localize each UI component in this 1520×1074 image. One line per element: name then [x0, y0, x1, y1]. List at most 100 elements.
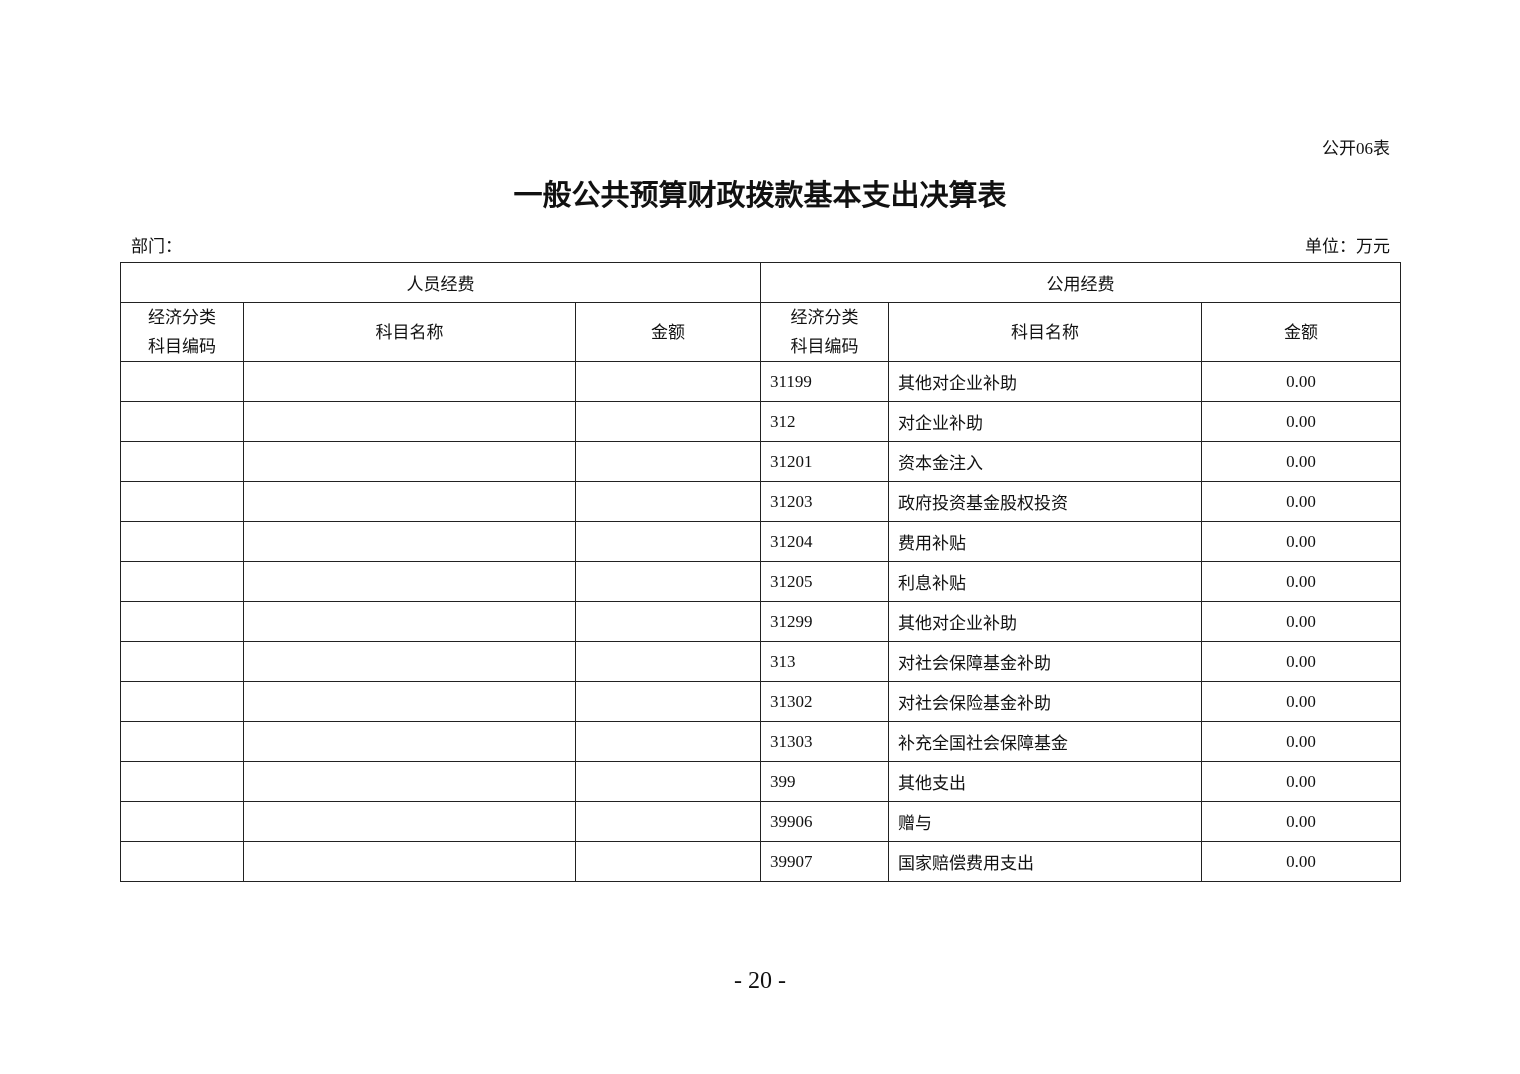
personnel-name-cell: [243, 401, 576, 442]
personnel-code-cell: [120, 561, 244, 602]
code-cell: 31199: [760, 361, 889, 402]
table-row: 31203 政府投资基金股权投资 0.00: [120, 481, 1401, 522]
name-cell: 补充全国社会保障基金: [888, 721, 1202, 762]
personnel-amount-cell: [575, 361, 761, 402]
personnel-amount-cell: [575, 481, 761, 522]
table-row: 31303 补充全国社会保障基金 0.00: [120, 721, 1401, 762]
personnel-name-cell: [243, 561, 576, 602]
personnel-name-cell: [243, 601, 576, 642]
table-row: 31201 资本金注入 0.00: [120, 441, 1401, 482]
page-number: - 20 -: [734, 968, 786, 994]
code-header: 经济分类 科目编码: [120, 302, 244, 362]
personnel-name-cell: [243, 521, 576, 562]
name-header: 科目名称: [888, 302, 1202, 362]
amount-cell: 0.00: [1201, 601, 1401, 642]
table-row: 312 对企业补助 0.00: [120, 401, 1401, 442]
personnel-amount-cell: [575, 441, 761, 482]
personnel-code-cell: [120, 841, 244, 882]
amount-cell: 0.00: [1201, 521, 1401, 562]
name-header: 科目名称: [243, 302, 576, 362]
name-cell: 资本金注入: [888, 441, 1202, 482]
personnel-code-cell: [120, 441, 244, 482]
name-cell: 政府投资基金股权投资: [888, 481, 1202, 522]
table-row: 39907 国家赔偿费用支出 0.00: [120, 841, 1401, 882]
personnel-code-cell: [120, 401, 244, 442]
personnel-amount-cell: [575, 681, 761, 722]
amount-cell: 0.00: [1201, 641, 1401, 682]
name-cell: 国家赔偿费用支出: [888, 841, 1202, 882]
code-cell: 312: [760, 401, 889, 442]
personnel-name-cell: [243, 841, 576, 882]
name-cell: 利息补贴: [888, 561, 1202, 602]
personnel-name-cell: [243, 801, 576, 842]
name-cell: 赠与: [888, 801, 1202, 842]
personnel-code-cell: [120, 601, 244, 642]
personnel-amount-cell: [575, 521, 761, 562]
amount-cell: 0.00: [1201, 681, 1401, 722]
personnel-name-cell: [243, 761, 576, 802]
personnel-expense-header: 人员经费: [120, 262, 761, 303]
table-row: 313 对社会保障基金补助 0.00: [120, 641, 1401, 682]
personnel-name-cell: [243, 721, 576, 762]
code-cell: 39906: [760, 801, 889, 842]
name-cell: 其他对企业补助: [888, 601, 1202, 642]
amount-cell: 0.00: [1201, 841, 1401, 882]
amount-cell: 0.00: [1201, 441, 1401, 482]
amount-cell: 0.00: [1201, 401, 1401, 442]
code-cell: 39907: [760, 841, 889, 882]
expenditure-table: 人员经费 公用经费 经济分类 科目编码 科目名称 金额 经济分类 科目编码 科目名称…: [120, 262, 1401, 882]
table-row: 31299 其他对企业补助 0.00: [120, 601, 1401, 642]
personnel-amount-cell: [575, 761, 761, 802]
personnel-name-cell: [243, 641, 576, 682]
code-cell: 31303: [760, 721, 889, 762]
code-cell: 31203: [760, 481, 889, 522]
amount-cell: 0.00: [1201, 361, 1401, 402]
personnel-amount-cell: [575, 561, 761, 602]
column-header-row: 经济分类 科目编码 科目名称 金额 经济分类 科目编码 科目名称 金额: [120, 302, 1401, 362]
code-cell: 313: [760, 641, 889, 682]
table-row: 31199 其他对企业补助 0.00: [120, 361, 1401, 402]
personnel-name-cell: [243, 361, 576, 402]
amount-cell: 0.00: [1201, 801, 1401, 842]
personnel-amount-cell: [575, 401, 761, 442]
amount-cell: 0.00: [1201, 561, 1401, 602]
code-cell: 31201: [760, 441, 889, 482]
personnel-amount-cell: [575, 801, 761, 842]
personnel-amount-cell: [575, 841, 761, 882]
personnel-name-cell: [243, 441, 576, 482]
amount-cell: 0.00: [1201, 721, 1401, 762]
name-cell: 对社会保障基金补助: [888, 641, 1202, 682]
page-title: 一般公共预算财政拨款基本支出决算表: [513, 180, 1007, 212]
group-header-row: 人员经费 公用经费: [120, 262, 1401, 303]
name-cell: 费用补贴: [888, 521, 1202, 562]
table-row: 399 其他支出 0.00: [120, 761, 1401, 802]
personnel-code-cell: [120, 681, 244, 722]
public-expense-header: 公用经费: [760, 262, 1401, 303]
amount-header: 金额: [1201, 302, 1401, 362]
department-label: 部门：: [131, 237, 182, 256]
amount-header: 金额: [575, 302, 761, 362]
personnel-amount-cell: [575, 641, 761, 682]
personnel-amount-cell: [575, 721, 761, 762]
table-row: 31302 对社会保险基金补助 0.00: [120, 681, 1401, 722]
personnel-name-cell: [243, 681, 576, 722]
table-row: 31204 费用补贴 0.00: [120, 521, 1401, 562]
code-cell: 31205: [760, 561, 889, 602]
name-cell: 其他支出: [888, 761, 1202, 802]
personnel-code-cell: [120, 361, 244, 402]
personnel-code-cell: [120, 801, 244, 842]
code-cell: 31204: [760, 521, 889, 562]
table-number: 公开06表: [1322, 139, 1390, 158]
code-cell: 31302: [760, 681, 889, 722]
name-cell: 其他对企业补助: [888, 361, 1202, 402]
code-cell: 31299: [760, 601, 889, 642]
personnel-code-cell: [120, 641, 244, 682]
name-cell: 对社会保险基金补助: [888, 681, 1202, 722]
personnel-amount-cell: [575, 601, 761, 642]
personnel-code-cell: [120, 721, 244, 762]
code-header: 经济分类 科目编码: [760, 302, 889, 362]
unit-label: 单位：万元: [1305, 237, 1390, 256]
table-row: 31205 利息补贴 0.00: [120, 561, 1401, 602]
personnel-code-cell: [120, 521, 244, 562]
personnel-code-cell: [120, 761, 244, 802]
